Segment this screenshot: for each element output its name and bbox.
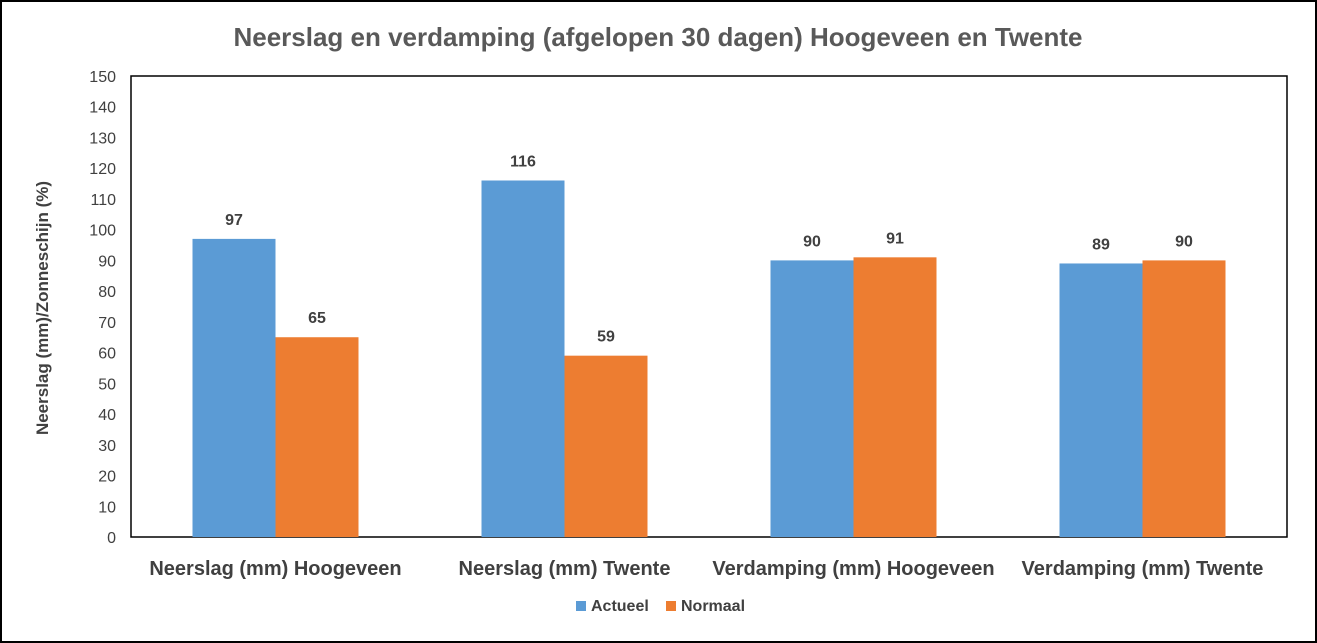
data-label: 90: [803, 233, 821, 250]
legend-swatch-normaal: [666, 601, 676, 611]
x-axis-ticks: Neerslag (mm) Hoogeveen Neerslag (mm) Twe…: [149, 558, 1263, 580]
y-tick-label: 90: [98, 253, 116, 270]
y-tick-label: 40: [98, 407, 116, 424]
y-tick-label: 50: [98, 376, 116, 393]
bar-normaal: [564, 355, 648, 537]
y-tick-label: 110: [90, 192, 116, 209]
y-tick-label: 130: [89, 130, 116, 147]
y-axis-ticks: 0 10 20 30 40 50 60 70 80 90 100 110 120 130 140 150: [89, 69, 116, 547]
y-tick-label: 20: [98, 469, 116, 486]
chart-title: Neerslag en verdamping (afgelopen 30 dag…: [233, 22, 1082, 52]
data-labels-group: 97 65 116 59 90 91 89 90: [225, 153, 1193, 345]
y-axis-label: Neerslag (mm)/Zonneschijn (%): [33, 181, 52, 435]
bar-actueel: [481, 180, 565, 537]
legend-label-normaal: Normaal: [681, 598, 745, 615]
x-tick-label: Neerslag (mm) Hoogeveen: [149, 558, 401, 580]
y-tick-label: 100: [89, 223, 116, 240]
legend: Actueel Normaal: [576, 598, 745, 615]
y-tick-label: 0: [107, 530, 116, 547]
data-label: 116: [510, 153, 536, 170]
data-label: 89: [1092, 236, 1110, 253]
bars-group: [192, 180, 1226, 538]
bar-normaal: [1142, 260, 1226, 537]
bar-normaal: [853, 257, 937, 537]
data-label: 90: [1175, 233, 1193, 250]
y-tick-label: 10: [98, 499, 116, 516]
legend-label-actueel: Actueel: [591, 598, 649, 615]
y-tick-label: 80: [98, 284, 116, 301]
x-tick-label: Neerslag (mm) Twente: [459, 558, 671, 580]
legend-swatch-actueel: [576, 601, 586, 611]
bar-actueel: [1059, 263, 1143, 537]
y-tick-label: 120: [89, 161, 116, 178]
data-label: 65: [308, 310, 326, 327]
x-tick-label: Verdamping (mm) Twente: [1022, 558, 1264, 580]
bar-normaal: [275, 337, 359, 537]
y-tick-label: 150: [89, 69, 116, 86]
y-tick-label: 70: [98, 315, 116, 332]
data-label: 59: [597, 329, 615, 346]
bar-actueel: [192, 238, 276, 538]
data-label: 97: [225, 212, 243, 229]
y-tick-label: 60: [98, 346, 116, 363]
plot-area: [130, 75, 1288, 538]
y-tick-label: 30: [98, 438, 116, 455]
y-tick-label: 140: [89, 100, 116, 117]
bar-actueel: [770, 260, 854, 537]
x-tick-label: Verdamping (mm) Hoogeveen: [712, 558, 994, 580]
data-label: 91: [886, 230, 904, 247]
